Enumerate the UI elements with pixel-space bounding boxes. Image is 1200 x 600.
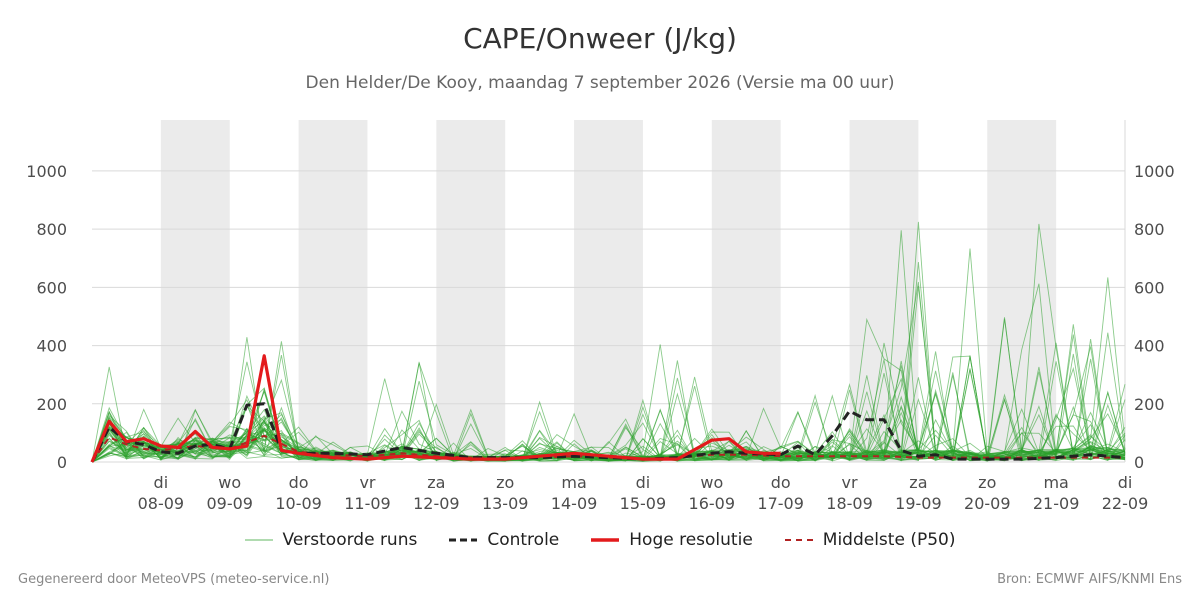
x-tick-date-14: 21-09 xyxy=(1033,494,1080,513)
legend-item-high-res: Hoge resolutie xyxy=(591,530,753,550)
weekend-band-4 xyxy=(574,120,643,462)
x-tick-day-6: zo xyxy=(496,473,514,492)
legend-label-median: Middelste (P50) xyxy=(822,530,956,550)
legend-swatch-ensemble xyxy=(244,539,273,541)
legend-swatch-control xyxy=(449,538,478,542)
x-tick-day-5: za xyxy=(427,473,445,492)
x-tick-day-1: di xyxy=(154,473,169,492)
x-tick-day-4: vr xyxy=(359,473,375,492)
main-series xyxy=(90,354,1126,463)
y-tick-left-800: 800 xyxy=(36,220,67,239)
x-tick-date-12: 19-09 xyxy=(895,494,942,513)
weekend-bands xyxy=(160,120,1057,462)
x-tick-date-15: 22-09 xyxy=(1102,494,1149,513)
x-tick-day-3: do xyxy=(289,473,309,492)
y-tick-right-1000: 1000 xyxy=(1134,162,1175,181)
y-axis-right: 0 200 400 600 800 1000 xyxy=(1134,162,1175,472)
x-tick-date-6: 13-09 xyxy=(482,494,529,513)
weekend-band-7 xyxy=(987,120,1057,462)
legend: Verstoorde runs Controle Hoge resolutie … xyxy=(0,530,1200,550)
median-line xyxy=(91,434,1125,463)
y-tick-right-200: 200 xyxy=(1134,395,1165,414)
x-tick-date-1: 08-09 xyxy=(138,494,185,513)
control-line xyxy=(90,402,1126,463)
x-axis: di 08-09 wo 09-09 do 10-09 vr 11-09 za 12-09 zo 13-… xyxy=(138,473,1149,513)
legend-swatch-high-res xyxy=(591,538,620,542)
y-tick-left-0: 0 xyxy=(57,453,67,472)
high-res-line xyxy=(90,354,781,463)
x-tick-day-11: vr xyxy=(842,473,858,492)
x-tick-date-9: 16-09 xyxy=(689,494,736,513)
x-tick-day-2: wo xyxy=(218,473,241,492)
x-tick-date-4: 11-09 xyxy=(344,494,391,513)
x-tick-day-8: di xyxy=(636,473,651,492)
x-tick-date-13: 20-09 xyxy=(964,494,1011,513)
weekend-band-2 xyxy=(298,120,368,462)
y-tick-right-400: 400 xyxy=(1134,337,1165,356)
weekend-band-3 xyxy=(436,120,506,462)
legend-swatch-median xyxy=(784,539,813,541)
x-tick-day-7: ma xyxy=(561,473,586,492)
legend-item-control: Controle xyxy=(449,530,559,550)
y-tick-left-600: 600 xyxy=(36,278,67,297)
x-tick-date-7: 14-09 xyxy=(551,494,598,513)
y-tick-right-600: 600 xyxy=(1134,278,1165,297)
x-tick-day-9: wo xyxy=(700,473,723,492)
weekend-band-5 xyxy=(711,120,781,462)
chart-title: CAPE/Onweer (J/kg) xyxy=(463,22,737,55)
footer-source: Bron: ECMWF AIFS/KNMI Ens xyxy=(997,572,1182,587)
footer-generated-by: Gegenereerd door MeteoVPS (meteo-service… xyxy=(18,572,330,587)
x-tick-day-15: di xyxy=(1118,473,1133,492)
x-tick-day-13: zo xyxy=(978,473,996,492)
x-tick-day-10: do xyxy=(771,473,791,492)
x-tick-date-10: 17-09 xyxy=(757,494,804,513)
chart-subtitle: Den Helder/De Kooy, maandag 7 september … xyxy=(305,73,895,93)
weekend-band-1 xyxy=(160,120,230,462)
x-tick-date-8: 15-09 xyxy=(620,494,667,513)
x-tick-date-5: 12-09 xyxy=(413,494,460,513)
legend-label-high-res: Hoge resolutie xyxy=(629,530,753,550)
legend-item-median: Middelste (P50) xyxy=(784,530,956,550)
x-tick-date-11: 18-09 xyxy=(826,494,873,513)
x-tick-date-2: 09-09 xyxy=(206,494,253,513)
y-tick-right-800: 800 xyxy=(1134,220,1165,239)
x-tick-date-3: 10-09 xyxy=(275,494,322,513)
legend-label-ensemble: Verstoorde runs xyxy=(282,530,418,550)
y-tick-right-0: 0 xyxy=(1134,453,1144,472)
y-tick-left-400: 400 xyxy=(36,337,67,356)
legend-item-ensemble: Verstoorde runs xyxy=(244,530,418,550)
x-tick-day-14: ma xyxy=(1043,473,1068,492)
x-tick-day-12: za xyxy=(909,473,927,492)
y-axis-left: 0 200 400 600 800 1000 xyxy=(26,162,67,472)
legend-label-control: Controle xyxy=(487,530,560,550)
y-tick-left-1000: 1000 xyxy=(26,162,67,181)
y-tick-left-200: 200 xyxy=(36,395,67,414)
